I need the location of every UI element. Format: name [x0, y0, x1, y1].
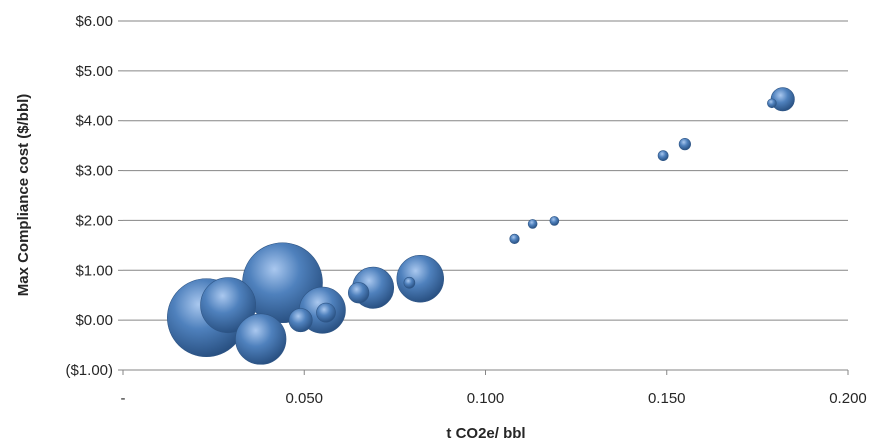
bubble: [527, 219, 538, 229]
bubble: [288, 308, 313, 333]
x-tick-label: 0.200: [829, 390, 867, 407]
bubble: [347, 282, 370, 304]
y-tick-label: $2.00: [75, 212, 113, 229]
y-axis-ticks: ($1.00) $0.00 $1.00 $2.00 $3.00 $4.00 $5.00 $6.…: [65, 13, 123, 379]
y-tick-label: $6.00: [75, 13, 113, 30]
bubble: [767, 98, 777, 109]
y-tick-label: $1.00: [75, 262, 113, 279]
x-tick-label: 0.050: [285, 390, 323, 407]
bubble: [657, 150, 669, 162]
bubble: [770, 87, 795, 112]
x-tick-label: 0.100: [467, 390, 505, 407]
bubble: [678, 138, 691, 151]
x-tick-label: -: [121, 390, 126, 407]
x-axis-ticks: - 0.050 0.100 0.150 0.200: [121, 370, 867, 407]
y-tick-label: ($1.00): [65, 362, 113, 379]
bubble: [549, 216, 560, 226]
y-tick-label: $5.00: [75, 63, 113, 80]
bubble: [316, 302, 336, 323]
bubble: [200, 277, 257, 334]
y-tick-label: $4.00: [75, 113, 113, 130]
bubble: [235, 313, 287, 365]
y-tick-label: $3.00: [75, 163, 113, 180]
gridlines: [123, 20, 848, 321]
x-tick-label: 0.150: [648, 390, 686, 407]
y-tick-label: $0.00: [75, 312, 113, 329]
y-axis-title: Max Compliance cost ($/bbl): [15, 94, 32, 297]
bubble: [403, 276, 416, 289]
bubble: [509, 233, 520, 244]
bubbles: [167, 87, 795, 365]
x-axis-title: t CO2e/ bbl: [446, 425, 525, 442]
bubble: [396, 255, 444, 303]
